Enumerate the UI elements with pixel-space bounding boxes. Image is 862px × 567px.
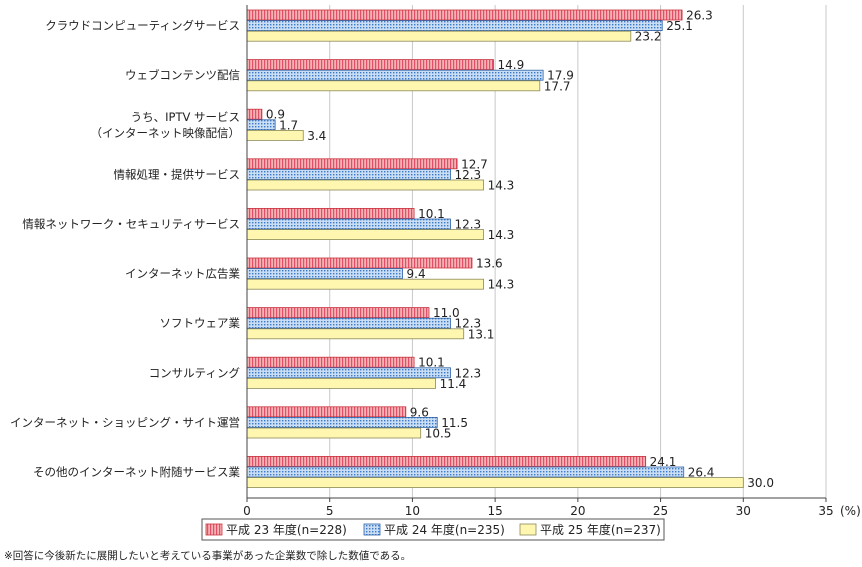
bar-6-0 <box>246 307 430 319</box>
value-label-8-1: 11.5 <box>441 416 468 430</box>
category-label-2-1: （インターネット映像配信） <box>91 126 241 140</box>
bar-7-0 <box>246 356 415 368</box>
bar-5-2 <box>246 278 484 290</box>
legend-label-1: 平成 24 年度(n=235) <box>384 522 505 537</box>
category-label-7: コンサルティング <box>149 366 241 380</box>
category-label-3: 情報処理・提供サービス <box>114 167 241 181</box>
value-label-8-2: 10.5 <box>425 427 452 441</box>
legend-label-0: 平成 23 年度(n=228) <box>226 522 347 537</box>
legend-swatch-1 <box>363 523 381 536</box>
value-label-4-0: 10.1 <box>418 207 445 221</box>
category-label-5: インターネット広告業 <box>125 267 240 281</box>
footnote: ※回答に今後新たに展開したいと考えている事業があった企業数で除した数値である。 <box>4 550 412 562</box>
bar-0-2 <box>246 30 632 42</box>
value-label-1-1: 17.9 <box>547 69 574 83</box>
bar-0-1 <box>246 20 663 32</box>
x-tick-label-3: 15 <box>488 504 503 518</box>
bar-6-2 <box>246 328 465 340</box>
bar-3-0 <box>246 158 458 170</box>
value-label-5-2: 14.3 <box>488 278 515 292</box>
value-label-2-1: 1.7 <box>279 118 298 132</box>
bar-5-0 <box>246 257 473 269</box>
bar-2-0 <box>246 108 263 120</box>
bar-4-0 <box>246 207 415 219</box>
legend-swatch-0 <box>205 523 223 536</box>
category-label-2-0: うち、IPTV サービス <box>131 110 240 124</box>
legend-swatch-2 <box>519 523 537 536</box>
value-label-3-1: 12.3 <box>454 168 481 182</box>
value-label-1-0: 14.9 <box>497 58 524 72</box>
value-label-7-2: 11.4 <box>440 377 467 391</box>
bar-8-1 <box>246 416 438 428</box>
value-label-4-2: 14.3 <box>488 228 515 242</box>
value-label-6-1: 12.3 <box>454 317 481 331</box>
category-label-1: ウェブコンテンツ配信 <box>125 68 240 82</box>
bar-3-1 <box>246 168 451 180</box>
value-label-5-1: 9.4 <box>407 267 426 281</box>
x-tick-label-0: 0 <box>243 504 251 518</box>
value-label-0-1: 25.1 <box>666 19 693 33</box>
bar-4-2 <box>246 229 484 241</box>
value-label-7-0: 10.1 <box>418 356 445 370</box>
value-label-8-0: 9.6 <box>410 405 429 419</box>
value-label-0-2: 23.2 <box>635 30 662 44</box>
value-label-7-1: 12.3 <box>454 366 481 380</box>
bar-8-2 <box>246 427 422 439</box>
bar-9-0 <box>246 455 647 467</box>
bar-6-1 <box>246 317 451 329</box>
value-label-5-0: 13.6 <box>476 257 503 271</box>
value-label-4-1: 12.3 <box>454 218 481 232</box>
value-label-6-2: 13.1 <box>468 327 495 341</box>
bar-9-2 <box>246 477 744 489</box>
value-label-1-2: 17.7 <box>544 79 571 93</box>
bar-9-1 <box>246 466 685 478</box>
value-label-2-0: 0.9 <box>266 108 285 122</box>
value-label-6-0: 11.0 <box>433 306 460 320</box>
bar-5-1 <box>246 268 403 280</box>
legend-box <box>201 518 665 541</box>
legend-label-2: 平成 25 年度(n=237) <box>540 522 661 537</box>
x-tick-label-6: 30 <box>736 504 751 518</box>
category-label-9: その他のインターネット附随サービス業 <box>33 465 240 479</box>
value-label-9-0: 24.1 <box>650 455 677 469</box>
value-label-3-2: 14.3 <box>488 179 515 193</box>
legend: 平成 23 年度(n=228) 平成 24 年度(n=235) 平成 25 年度(n… <box>201 518 665 541</box>
x-tick-label-2: 10 <box>405 504 420 518</box>
category-label-0: クラウドコンピューティングサービス <box>45 19 240 33</box>
bars <box>246 9 744 489</box>
value-label-2-2: 3.4 <box>307 129 326 143</box>
x-axis: 0 5 10 15 20 25 30 35 (%) <box>243 5 861 518</box>
category-label-4: 情報ネットワーク・セキュリティサービス <box>22 217 240 231</box>
value-label-9-2: 30.0 <box>747 476 774 490</box>
bar-0-0 <box>246 9 683 21</box>
bar-3-2 <box>246 179 484 191</box>
value-label-9-1: 26.4 <box>688 466 715 480</box>
category-label-6: ソフトウェア業 <box>160 316 241 330</box>
category-label-8: インターネット・ショッピング・サイト運営 <box>10 415 240 429</box>
value-label-3-0: 12.7 <box>461 157 488 171</box>
value-labels: 26.325.123.214.917.917.70.91.73.412.712.… <box>266 9 774 491</box>
bar-8-0 <box>246 406 407 418</box>
bar-7-2 <box>246 377 436 389</box>
bar-1-0 <box>246 59 494 70</box>
x-tick-label-4: 20 <box>570 504 585 518</box>
x-axis-unit: (%) <box>840 504 861 518</box>
x-tick-label-5: 25 <box>653 504 668 518</box>
value-label-0-0: 26.3 <box>686 9 713 23</box>
x-tick-label-7: 35 <box>818 504 833 518</box>
x-tick-label-1: 5 <box>326 504 334 518</box>
bar-1-2 <box>246 80 541 92</box>
